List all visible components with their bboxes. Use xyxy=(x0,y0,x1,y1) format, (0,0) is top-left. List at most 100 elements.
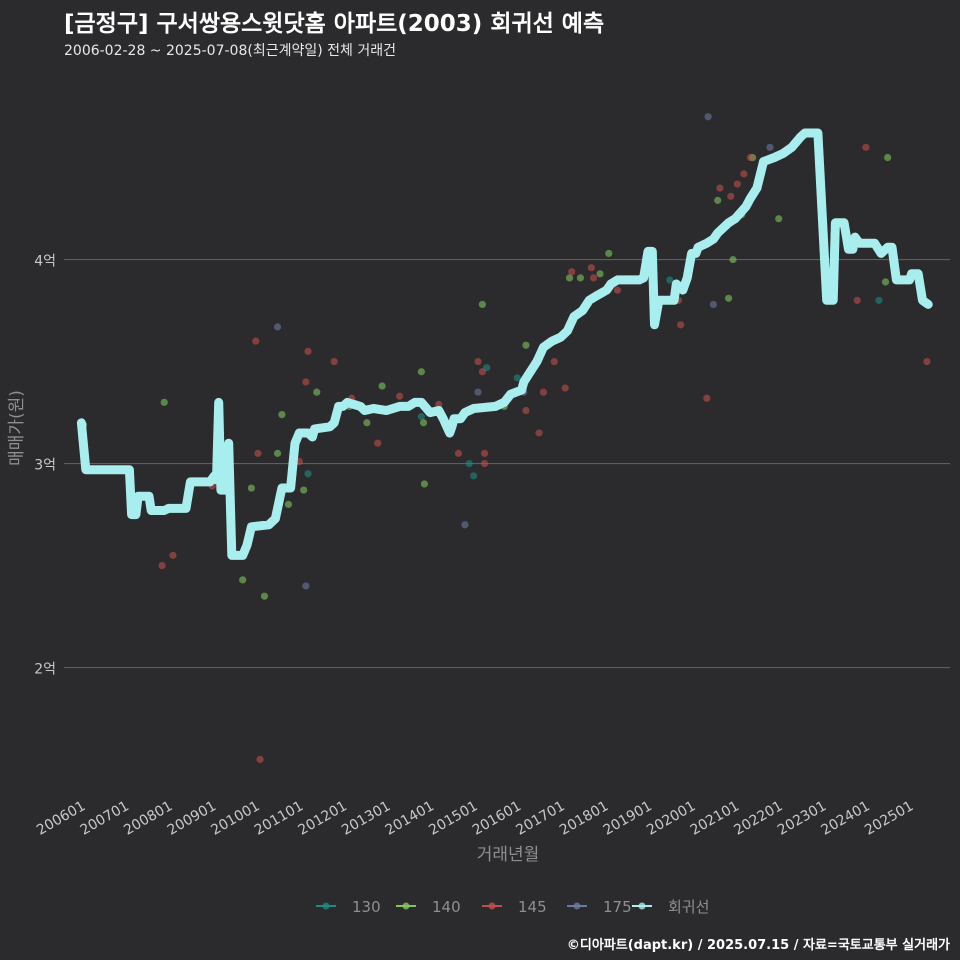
data-point-140 xyxy=(378,382,386,390)
x-tick-label: 202301 xyxy=(775,798,829,839)
y-axis-label: 매매가(원) xyxy=(7,390,27,466)
data-point-140 xyxy=(565,274,574,282)
data-point-130 xyxy=(513,374,521,382)
data-point-145 xyxy=(254,449,262,457)
data-point-145 xyxy=(733,180,741,188)
x-tick-label: 202401 xyxy=(818,798,872,839)
data-point-145 xyxy=(587,264,595,272)
data-point-145 xyxy=(395,392,404,400)
data-point-130 xyxy=(470,472,478,480)
data-point-140 xyxy=(729,255,737,264)
x-tick-label: 201501 xyxy=(426,798,480,839)
data-point-140 xyxy=(313,388,321,396)
data-point-145 xyxy=(480,459,489,468)
data-point-140 xyxy=(273,449,282,457)
chart-subtitle: 2006-02-28 ~ 2025-07-08(최근계약일) 전체 거래건 xyxy=(64,43,396,59)
data-point-130 xyxy=(875,296,883,304)
data-point-145 xyxy=(158,561,166,570)
data-point-145 xyxy=(535,429,543,437)
data-point-145 xyxy=(539,388,547,396)
data-point-145 xyxy=(435,400,443,408)
grid-lines xyxy=(64,258,950,669)
chart-title: [금정구] 구서쌍용스윗닷홈 아파트(2003) 회귀선 예측 xyxy=(64,11,605,37)
data-point-145 xyxy=(862,143,870,151)
data-point-145 xyxy=(550,357,558,366)
data-point-140 xyxy=(522,341,530,349)
data-point-145 xyxy=(589,274,598,282)
legend: 130 140 145 175 회귀선 xyxy=(316,898,709,916)
data-point-145 xyxy=(252,337,260,345)
data-point-130 xyxy=(304,470,312,478)
y-tick-labels: 2억 3억 4억 xyxy=(34,254,56,678)
x-tick-label: 200701 xyxy=(78,798,132,839)
x-tick-label: 201101 xyxy=(252,798,306,839)
x-tick-label: 202201 xyxy=(731,798,785,839)
y-tick-label: 2억 xyxy=(34,662,56,678)
data-point-145 xyxy=(304,347,312,355)
data-point-140 xyxy=(478,300,486,309)
data-point-140 xyxy=(239,576,247,584)
data-point-130 xyxy=(417,413,425,421)
data-point-145 xyxy=(330,357,338,366)
data-point-130 xyxy=(666,276,674,284)
y-tick-label: 3억 xyxy=(34,458,56,474)
x-tick-label: 201401 xyxy=(383,798,437,839)
data-point-145 xyxy=(474,357,482,366)
data-point-140 xyxy=(260,592,269,600)
x-tick-label: 200801 xyxy=(121,798,175,839)
data-point-175 xyxy=(302,582,310,590)
data-point-140 xyxy=(420,480,429,488)
data-point-140 xyxy=(576,274,585,282)
data-point-175 xyxy=(766,143,774,151)
data-point-145 xyxy=(740,170,748,178)
data-point-175 xyxy=(704,113,712,121)
data-point-140 xyxy=(881,278,890,286)
data-point-140 xyxy=(160,398,168,406)
regression-line-group xyxy=(76,128,933,560)
data-point-145 xyxy=(302,378,310,386)
x-tick-label: 202001 xyxy=(644,798,698,839)
data-point-140 xyxy=(284,500,293,508)
data-point-145 xyxy=(568,268,576,276)
x-tick-label: 200601 xyxy=(34,798,88,839)
x-tick-label: 201601 xyxy=(470,798,524,839)
x-tick-label: 201801 xyxy=(557,798,611,839)
data-point-130 xyxy=(465,459,473,468)
data-point-145 xyxy=(727,192,735,200)
data-point-145 xyxy=(374,439,382,447)
legend-key-point xyxy=(402,902,410,910)
x-tick-label: 201301 xyxy=(339,798,393,839)
legend-label: 145 xyxy=(518,898,547,916)
data-point-140 xyxy=(725,294,733,302)
data-point-145 xyxy=(703,394,711,402)
scatter-points xyxy=(80,113,931,763)
data-point-145 xyxy=(746,153,754,162)
regression-line xyxy=(76,128,933,560)
data-point-175 xyxy=(709,300,717,309)
x-tick-label: 201701 xyxy=(513,798,567,839)
data-point-140 xyxy=(300,486,308,494)
data-point-145 xyxy=(454,449,463,457)
data-point-140 xyxy=(419,419,428,427)
data-point-145 xyxy=(561,384,569,392)
legend-label: 140 xyxy=(432,898,461,916)
data-point-145 xyxy=(677,321,685,329)
data-point-145 xyxy=(480,449,489,457)
data-point-175 xyxy=(474,388,482,396)
x-tick-label: 201001 xyxy=(208,798,262,839)
data-point-140 xyxy=(363,419,371,427)
data-point-145 xyxy=(256,755,264,763)
legend-label: 175 xyxy=(603,898,632,916)
x-tick-labels: 2006012007012008012009012010012011012012… xyxy=(34,798,916,839)
data-point-145 xyxy=(478,368,486,376)
data-point-145 xyxy=(923,357,931,366)
data-point-145 xyxy=(613,286,622,294)
data-point-145 xyxy=(522,406,530,415)
data-point-145 xyxy=(169,551,177,559)
data-point-175 xyxy=(273,323,282,331)
data-point-140 xyxy=(596,270,604,278)
x-tick-label: 201901 xyxy=(601,798,655,839)
legend-key-point xyxy=(488,902,496,910)
chart-caption: ©디아파트(dapt.kr) / 2025.07.15 / 자료=국토교통부 실… xyxy=(566,938,950,953)
data-point-140 xyxy=(884,153,892,162)
